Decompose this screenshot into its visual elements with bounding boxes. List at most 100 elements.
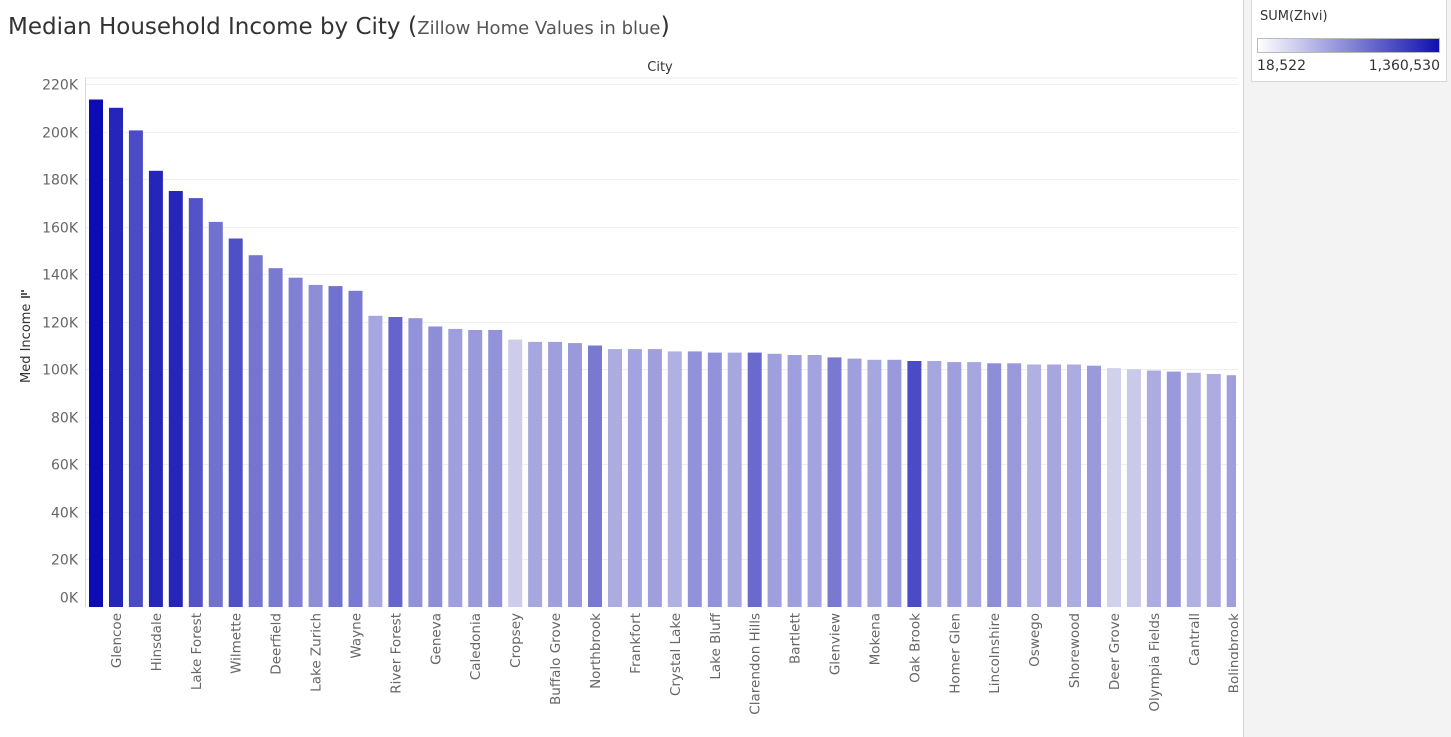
title-open-paren: ( bbox=[407, 12, 418, 40]
bar[interactable] bbox=[667, 351, 682, 607]
bar[interactable] bbox=[787, 355, 802, 607]
bar[interactable] bbox=[747, 352, 762, 607]
x-tick-label: Frankfort bbox=[628, 613, 644, 674]
x-tick-label: Mokena bbox=[867, 613, 883, 665]
bar[interactable] bbox=[228, 238, 243, 608]
bar[interactable] bbox=[188, 198, 203, 607]
bar[interactable] bbox=[608, 349, 622, 607]
bar[interactable] bbox=[1067, 364, 1081, 608]
bar[interactable] bbox=[1146, 370, 1161, 608]
x-tick-label: Cantrall bbox=[1187, 613, 1203, 666]
bar[interactable] bbox=[89, 99, 103, 608]
bar[interactable] bbox=[947, 362, 962, 607]
bar[interactable] bbox=[887, 359, 902, 607]
bar[interactable] bbox=[1126, 369, 1141, 607]
bar[interactable] bbox=[687, 351, 702, 607]
x-tick-label: Bartlett bbox=[788, 613, 804, 664]
chart-title-main: Median Household Income by City bbox=[8, 14, 401, 40]
bar[interactable] bbox=[847, 358, 862, 607]
bar[interactable] bbox=[1087, 365, 1101, 607]
legend-max-label: 1,360,530 bbox=[1368, 58, 1440, 74]
bar[interactable] bbox=[1226, 375, 1236, 607]
bar[interactable] bbox=[428, 326, 443, 608]
title-close-paren: ) bbox=[660, 12, 670, 40]
bar[interactable] bbox=[1166, 371, 1181, 607]
bar[interactable] bbox=[647, 349, 662, 607]
x-tick-label: Northbrook bbox=[588, 613, 604, 689]
bar[interactable] bbox=[588, 345, 602, 608]
bar[interactable] bbox=[268, 268, 283, 607]
chart-title: Median Household Income by City (Zillow … bbox=[8, 12, 670, 40]
bar[interactable] bbox=[1047, 364, 1062, 608]
bar[interactable] bbox=[508, 339, 523, 607]
bar[interactable] bbox=[927, 361, 942, 607]
bars[interactable] bbox=[89, 99, 1236, 608]
bar[interactable] bbox=[1107, 368, 1121, 607]
x-tick-label: Oswego bbox=[1027, 613, 1043, 667]
bar[interactable] bbox=[1027, 364, 1042, 608]
x-tick-label: Wayne bbox=[349, 613, 365, 659]
bar[interactable] bbox=[308, 284, 323, 607]
x-tick-label: Olympia Fields bbox=[1147, 613, 1163, 712]
bar[interactable] bbox=[807, 355, 822, 607]
bar[interactable] bbox=[627, 349, 642, 607]
column-header: City bbox=[647, 60, 673, 75]
x-tick-label: Glenview bbox=[828, 613, 844, 675]
bar[interactable] bbox=[767, 353, 782, 607]
bar[interactable] bbox=[288, 277, 303, 607]
y-tick-label: 60K bbox=[51, 458, 79, 474]
bar[interactable] bbox=[468, 330, 483, 607]
bar[interactable] bbox=[867, 359, 882, 607]
bar[interactable] bbox=[128, 130, 143, 607]
bar[interactable] bbox=[368, 315, 383, 607]
x-tick-label: Oak Brook bbox=[907, 613, 923, 683]
x-tick-label: Shorewood bbox=[1067, 613, 1083, 688]
bar[interactable] bbox=[528, 341, 543, 607]
legend-panel: SUM(Zhvi) 18,522 1,360,530 bbox=[1243, 0, 1451, 737]
bar[interactable] bbox=[907, 361, 922, 607]
bar[interactable] bbox=[248, 255, 263, 607]
x-tick-label: Glencoe bbox=[109, 613, 125, 668]
bar[interactable] bbox=[448, 328, 463, 607]
bar[interactable] bbox=[348, 290, 363, 607]
color-legend[interactable]: SUM(Zhvi) 18,522 1,360,530 bbox=[1251, 0, 1447, 82]
bar[interactable] bbox=[987, 363, 1002, 607]
x-tick-label: Cropsey bbox=[508, 613, 524, 668]
bar[interactable] bbox=[408, 318, 423, 607]
bar[interactable] bbox=[707, 352, 722, 607]
x-tick-label: Homer Glen bbox=[947, 613, 963, 694]
y-tick-label: 20K bbox=[51, 553, 79, 569]
bar[interactable] bbox=[168, 191, 183, 607]
bar[interactable] bbox=[1206, 374, 1221, 607]
bar[interactable] bbox=[967, 362, 982, 607]
bar[interactable] bbox=[1186, 372, 1201, 607]
x-tick-label: Bolingbrook bbox=[1227, 613, 1243, 693]
bar[interactable] bbox=[548, 341, 563, 607]
y-axis-title: Med Income bbox=[19, 304, 34, 383]
bar[interactable] bbox=[488, 330, 503, 607]
bar[interactable] bbox=[208, 221, 223, 607]
bar[interactable] bbox=[827, 357, 842, 607]
x-tick-label: Wilmette bbox=[229, 613, 245, 674]
y-axis-title-group: Med Income bbox=[19, 290, 34, 383]
x-tick-label: Lake Forest bbox=[189, 613, 205, 690]
bar[interactable] bbox=[109, 107, 123, 608]
y-tick-label: 180K bbox=[42, 173, 79, 189]
x-axis-labels: Glencoe Hinsdale Lake Forest Wilmette Deerfi… bbox=[109, 612, 1243, 715]
legend-title: SUM(Zhvi) bbox=[1260, 9, 1328, 24]
x-tick-label: Lincolnshire bbox=[987, 613, 1003, 694]
bar[interactable] bbox=[1007, 363, 1022, 607]
bar[interactable] bbox=[388, 317, 403, 607]
bar[interactable] bbox=[328, 286, 343, 607]
x-tick-label: Clarendon Hills bbox=[748, 613, 764, 715]
bar-chart[interactable]: City 0K 20K 40K 60K 80K 100K 120K 140K 160K 180K 2… bbox=[0, 0, 1243, 737]
legend-min-label: 18,522 bbox=[1257, 58, 1306, 74]
bar[interactable] bbox=[727, 352, 742, 607]
bar[interactable] bbox=[568, 343, 582, 607]
x-tick-label: River Forest bbox=[388, 613, 404, 694]
y-tick-label: 0K bbox=[60, 591, 79, 607]
legend-color-ramp bbox=[1257, 38, 1440, 53]
x-tick-label: Buffalo Grove bbox=[548, 613, 564, 705]
bar[interactable] bbox=[148, 170, 163, 608]
sort-descending-icon[interactable] bbox=[21, 290, 30, 298]
